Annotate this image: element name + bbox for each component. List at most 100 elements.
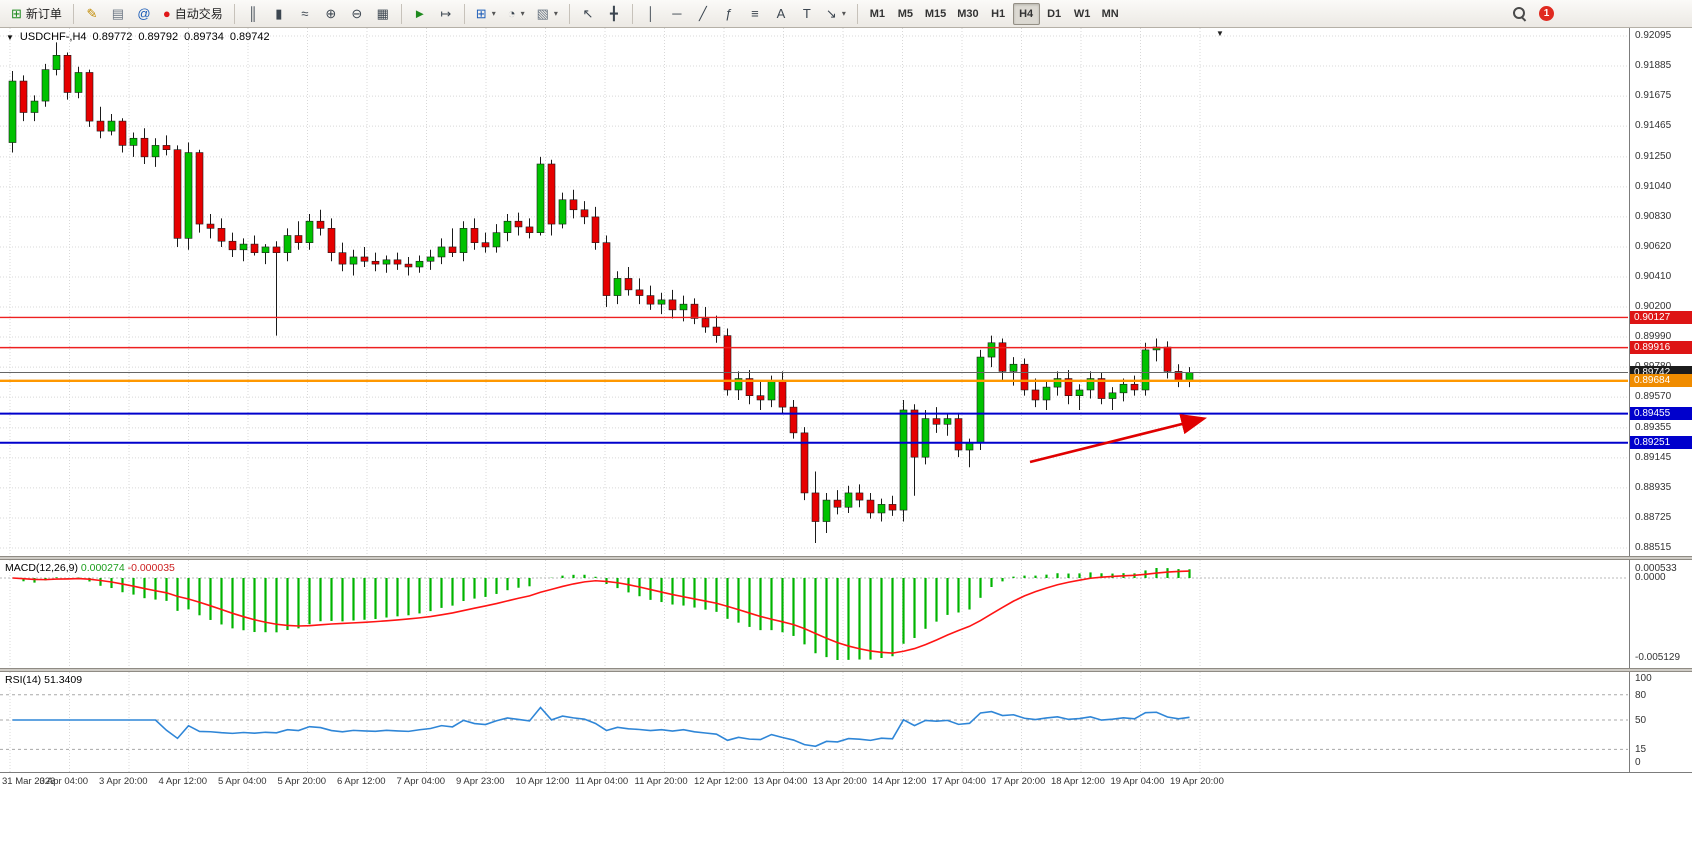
crosshair-button[interactable]: ╋ [602, 3, 626, 25]
timeframe-m15-button[interactable]: M15 [920, 3, 951, 25]
timeframe-w1-button[interactable]: W1 [1069, 3, 1096, 25]
chart-title-row: ▼ USDCHF-,H4 0.89772 0.89792 0.89734 0.8… [6, 31, 270, 43]
candle [679, 303, 688, 311]
macd-signal-value: -0.000035 [127, 562, 175, 574]
trendline-button[interactable]: ╱ [691, 3, 715, 25]
collapse-triangle-icon[interactable]: ▼ [6, 32, 14, 42]
vertical-line-button[interactable]: │ [639, 3, 663, 25]
auto-scroll-button[interactable]: ► [408, 3, 432, 25]
candle [525, 226, 534, 233]
new-order-button[interactable]: ⊞ 新订单 [6, 3, 67, 25]
candle [85, 72, 94, 122]
candle [756, 395, 765, 401]
candle [96, 120, 105, 132]
candle [1031, 389, 1040, 401]
metaeditor-icon: ✎ [86, 6, 98, 21]
arrows-dropdown[interactable]: ↘ ▾ [821, 3, 851, 25]
new-chart-dropdown[interactable]: ⊞ ▾ [471, 3, 501, 25]
new-order-label: 新订单 [25, 7, 62, 21]
ohlc-low: 0.89734 [184, 31, 224, 43]
candle [855, 492, 864, 501]
price-chart-canvas[interactable] [0, 28, 1628, 556]
fibonacci-icon: ƒ [725, 6, 733, 21]
text-button[interactable]: A [769, 3, 793, 25]
timeframe-h1-button[interactable]: H1 [985, 3, 1012, 25]
price-tick-label: 0.91040 [1635, 180, 1672, 192]
community-button[interactable]: @ [132, 3, 156, 25]
auto-scroll-icon: ► [413, 6, 427, 21]
ohlc-high: 0.89792 [138, 31, 179, 43]
timeframe-mn-button[interactable]: MN [1097, 3, 1124, 25]
zoom-in-button[interactable]: ⊕ [319, 3, 343, 25]
price-chart-panel[interactable]: ▼ USDCHF-,H4 0.89772 0.89792 0.89734 0.8… [0, 28, 1692, 556]
candle [569, 199, 578, 211]
notification-badge[interactable]: 1 [1539, 6, 1554, 21]
chart-shift-button[interactable]: ↦ [434, 3, 458, 25]
candle [250, 243, 259, 253]
macd-panel[interactable]: MACD(12,26,9) 0.000274 -0.000035 0.00053… [0, 560, 1692, 668]
candle [1009, 363, 1018, 372]
cursor-button[interactable]: ↖ [576, 3, 600, 25]
candlestick-chart-icon: ▮ [275, 6, 283, 21]
line-chart-button[interactable]: ≈ [293, 3, 317, 25]
candle [899, 409, 908, 511]
candle [822, 499, 831, 522]
time-tick-label: 3 Apr 20:00 [99, 776, 148, 787]
chart-shift-marker-icon[interactable]: ▼ [1216, 29, 1224, 38]
candle [547, 163, 556, 225]
candle [580, 209, 589, 218]
candlestick-chart-button[interactable]: ▮ [267, 3, 291, 25]
price-tick-label: 0.91885 [1635, 60, 1672, 72]
new-chart-icon: ⊞ [475, 6, 487, 21]
candle [1119, 383, 1128, 394]
dropdown-caret-icon: ▾ [553, 9, 558, 18]
trend-arrow-line[interactable] [1029, 413, 1208, 464]
candle [316, 220, 325, 229]
zoom-out-icon: ⊖ [351, 6, 363, 21]
time-tick-label: 5 Apr 20:00 [277, 776, 327, 787]
fibonacci-button[interactable]: ƒ [717, 3, 741, 25]
rsi-panel[interactable]: RSI(14) 51.3409 100 80 50 15 0 [0, 672, 1692, 772]
chart-window: ▼ USDCHF-,H4 0.89772 0.89792 0.89734 0.8… [0, 28, 1692, 790]
horizontal-line-button[interactable]: ─ [665, 3, 689, 25]
candle [1020, 363, 1029, 391]
search-icon[interactable] [1512, 6, 1527, 21]
candle [151, 145, 160, 158]
chart-shift-icon: ↦ [440, 6, 452, 21]
price-tick-label: 0.91250 [1635, 150, 1672, 162]
candle [63, 55, 72, 93]
price-tick-label: 0.90410 [1635, 270, 1672, 282]
rsi-tick-label: 50 [1635, 715, 1647, 726]
macd-signal-layer [12, 570, 1190, 654]
time-axis[interactable]: 31 Mar 2023 3 Apr 04:00 3 Apr 20:00 4 Apr 1… [0, 772, 1692, 790]
panel-splitter[interactable] [0, 668, 1692, 672]
timeframe-d1-button[interactable]: D1 [1041, 3, 1068, 25]
candle [844, 492, 853, 508]
trendline-icon: ╱ [698, 6, 707, 21]
text-label-button[interactable]: T [795, 3, 819, 25]
price-tick-label: 0.92095 [1635, 30, 1672, 41]
templates-dropdown[interactable]: ▧ ▾ [532, 3, 563, 25]
metaeditor-button[interactable]: ✎ [80, 3, 104, 25]
bar-chart-button[interactable]: ║ [241, 3, 265, 25]
timeframe-m30-button[interactable]: M30 [952, 3, 983, 25]
macd-signal-line [12, 570, 1190, 654]
autotrading-button[interactable]: ● 自动交易 [158, 3, 228, 25]
periods-dropdown[interactable]: ◔ ▾ [503, 3, 530, 25]
candle [459, 228, 468, 253]
time-tick-label: 17 Apr 04:00 [932, 776, 986, 787]
cursor-icon: ↖ [582, 6, 594, 21]
tile-windows-button[interactable]: ▦ [371, 3, 395, 25]
price-axis[interactable]: 0.92095 0.91885 0.91675 0.91465 0.91250 0.910… [1629, 28, 1692, 556]
zoom-out-button[interactable]: ⊖ [345, 3, 369, 25]
panel-splitter[interactable] [0, 556, 1692, 560]
timeframe-m1-button[interactable]: M1 [864, 3, 891, 25]
timeframe-h4-button[interactable]: H4 [1012, 2, 1040, 25]
time-tick-label: 31 Mar 2023 [2, 776, 56, 787]
candle [789, 406, 798, 434]
candle [8, 80, 17, 143]
tile-windows-icon: ▦ [376, 6, 389, 21]
print-button[interactable]: ▤ [106, 3, 130, 25]
timeframe-m5-button[interactable]: M5 [892, 3, 919, 25]
channels-button[interactable]: ≡ [743, 3, 767, 25]
